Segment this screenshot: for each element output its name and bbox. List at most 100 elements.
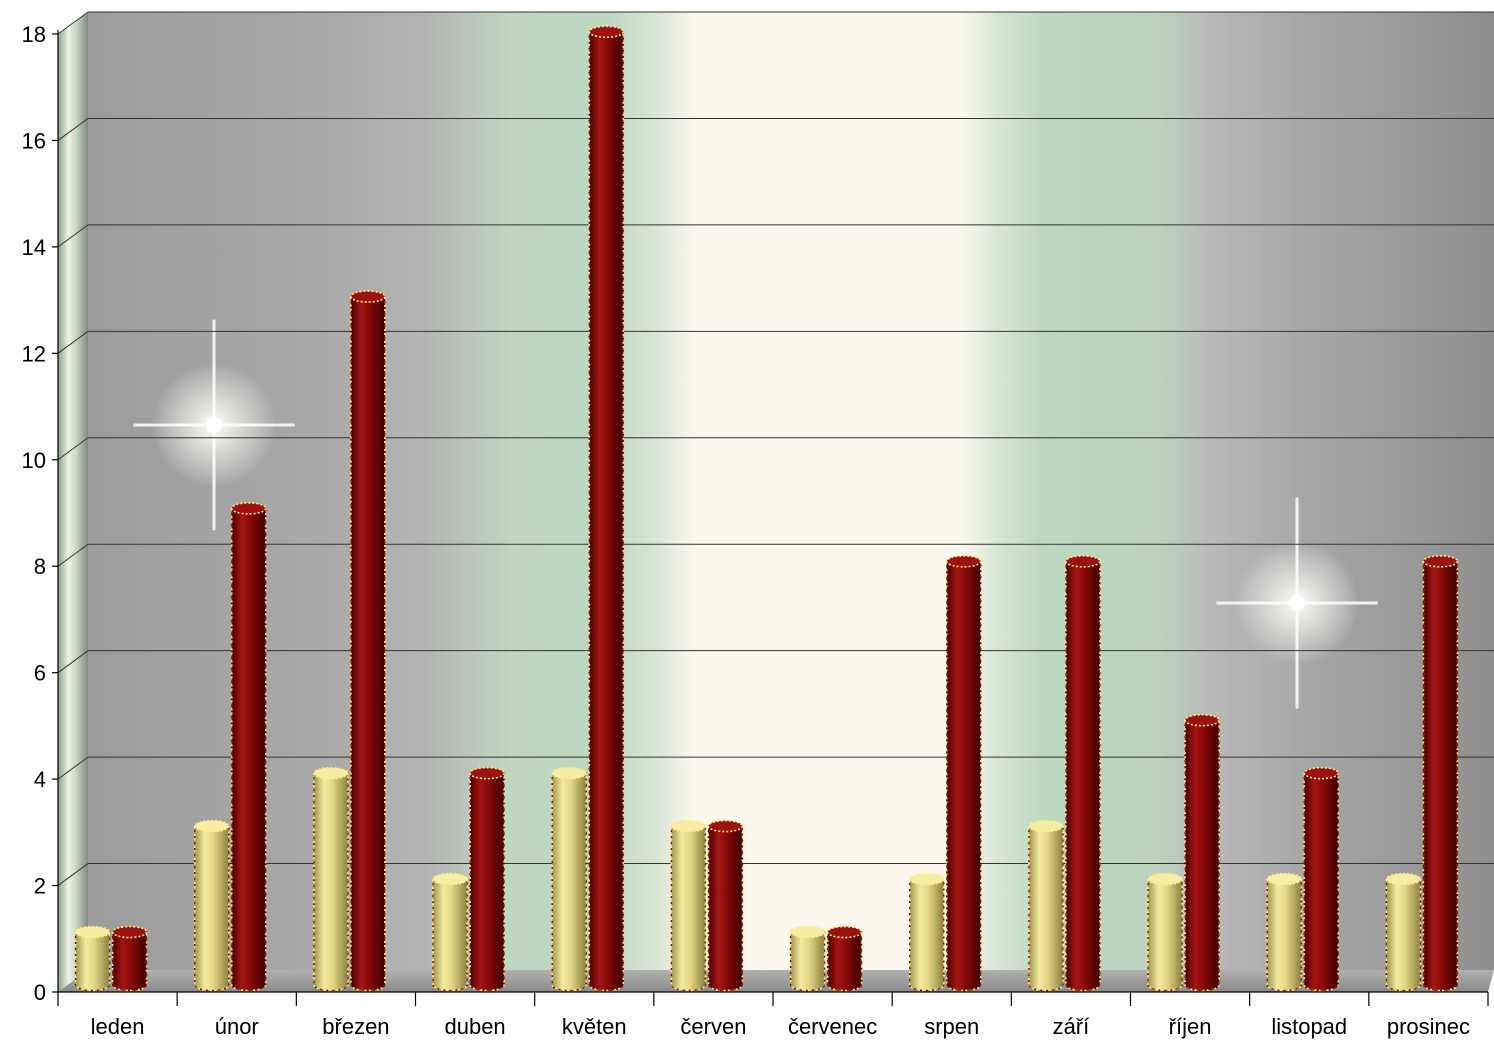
bar-series1-top bbox=[193, 819, 230, 833]
bar-series1-top bbox=[1028, 819, 1064, 833]
bar-series1-outline bbox=[1385, 878, 1422, 992]
y-tick-label: 16 bbox=[22, 128, 46, 153]
bar-series2 bbox=[1422, 555, 1459, 992]
bar-series1-outline bbox=[1028, 825, 1064, 992]
bar-series2 bbox=[469, 766, 505, 992]
bar-series1-body bbox=[670, 825, 707, 992]
bar-series1-body bbox=[1266, 878, 1303, 992]
bar-series1-body bbox=[551, 772, 588, 992]
bar-series2-outline bbox=[588, 31, 624, 992]
y-tick-label: 0 bbox=[34, 980, 46, 1005]
bar-series2-top bbox=[469, 766, 505, 780]
bar-series2-body bbox=[588, 30, 625, 992]
sparkle-right bbox=[1216, 497, 1378, 709]
sparkle-right-core bbox=[1289, 595, 1305, 611]
bar-series2 bbox=[230, 502, 267, 992]
bar-series1-top bbox=[789, 925, 826, 939]
bar-series1-top bbox=[313, 766, 349, 780]
bar-series1 bbox=[908, 872, 945, 992]
bar-series2 bbox=[945, 555, 982, 992]
bar-series2 bbox=[350, 290, 386, 992]
bar-series2-body bbox=[230, 507, 267, 992]
bar-series1 bbox=[313, 766, 349, 992]
bar-series1-top bbox=[670, 819, 707, 833]
bar-series1-body bbox=[1385, 878, 1422, 992]
bar-series1-body bbox=[74, 931, 111, 992]
bar-series1 bbox=[670, 819, 707, 992]
bar-series2-outline bbox=[469, 772, 505, 992]
bar-series1-outline bbox=[670, 825, 707, 992]
x-tick-label: březen bbox=[322, 1014, 389, 1039]
x-tick-label: duben bbox=[444, 1014, 505, 1039]
bar-series1-body bbox=[193, 825, 230, 992]
side-wall bbox=[58, 12, 88, 992]
bar-series1-body bbox=[908, 878, 945, 992]
bar-series1-outline bbox=[1147, 878, 1183, 992]
gridline-side bbox=[57, 543, 89, 567]
bar-series1-top bbox=[1385, 872, 1422, 886]
bar-series2-top bbox=[1065, 555, 1101, 568]
bar-series2 bbox=[1184, 713, 1220, 992]
bar-series1 bbox=[1385, 872, 1422, 992]
bar-series1-outline bbox=[74, 931, 111, 992]
bar-series1-outline bbox=[432, 878, 468, 992]
y-tick-label: 18 bbox=[22, 22, 46, 47]
bar-series1 bbox=[74, 925, 111, 992]
bar-series2-body bbox=[350, 295, 386, 992]
bar-series2-top bbox=[826, 925, 863, 939]
bar-series2-outline bbox=[1303, 772, 1339, 992]
bar-series2-outline bbox=[231, 507, 267, 992]
x-tick-label: prosinec bbox=[1387, 1014, 1470, 1039]
bar-series2-top bbox=[1184, 713, 1220, 727]
y-tick-label: 2 bbox=[34, 874, 46, 899]
bar-series2-body bbox=[826, 931, 863, 992]
bar-series1-outline bbox=[909, 878, 945, 992]
x-tick-label: září bbox=[1053, 1014, 1090, 1039]
bar-series2-top bbox=[230, 502, 267, 515]
bar-series2-top bbox=[350, 290, 386, 303]
bar-series2-outline bbox=[1065, 560, 1101, 992]
bar-series1-outline bbox=[789, 931, 826, 992]
y-tick-label: 14 bbox=[22, 235, 46, 260]
bar-series1 bbox=[789, 925, 826, 992]
bar-series1 bbox=[1028, 819, 1064, 992]
bar-series1-top bbox=[1266, 872, 1303, 886]
bar-series2-outline bbox=[350, 295, 386, 992]
gridline-side bbox=[57, 437, 89, 461]
bar-series2-body bbox=[469, 772, 505, 992]
bar-series1-body bbox=[789, 931, 826, 992]
bar-series2 bbox=[1065, 555, 1101, 992]
x-tick-label: leden bbox=[91, 1014, 145, 1039]
bar-series1-top bbox=[551, 766, 588, 780]
bar-series2-outline bbox=[707, 825, 744, 992]
y-tick-label: 4 bbox=[34, 767, 46, 792]
bar-series2-top bbox=[1422, 555, 1459, 568]
bar-series1-outline bbox=[1266, 878, 1302, 992]
bar-series2-top bbox=[588, 25, 625, 39]
bar-series2-outline bbox=[1422, 560, 1459, 992]
sparkle-left bbox=[133, 319, 295, 531]
bar-series2 bbox=[1303, 766, 1340, 992]
bar-series2-body bbox=[945, 560, 982, 992]
gridline-side bbox=[57, 756, 89, 780]
bar-series1-body bbox=[1028, 825, 1064, 992]
gridline-side bbox=[57, 224, 89, 248]
bar-series1 bbox=[432, 872, 468, 992]
bar-series1-outline bbox=[551, 772, 587, 992]
bar-series1 bbox=[551, 766, 588, 992]
bar-series2-outline bbox=[946, 560, 982, 992]
bar-series1-body bbox=[432, 878, 468, 992]
y-tick-label: 10 bbox=[22, 448, 46, 473]
bar-series2 bbox=[707, 819, 744, 992]
y-tick-label: 6 bbox=[34, 661, 46, 686]
bar-series1-top bbox=[1147, 872, 1183, 886]
bar-series1-body bbox=[1147, 878, 1183, 992]
x-tick-label: únor bbox=[215, 1014, 259, 1039]
x-tick-label: říjen bbox=[1169, 1014, 1212, 1039]
x-tick-label: červenec bbox=[788, 1014, 877, 1039]
bar-series2-body bbox=[1422, 560, 1459, 992]
bar-series1 bbox=[193, 819, 230, 992]
bar-series2-body bbox=[1065, 560, 1101, 992]
